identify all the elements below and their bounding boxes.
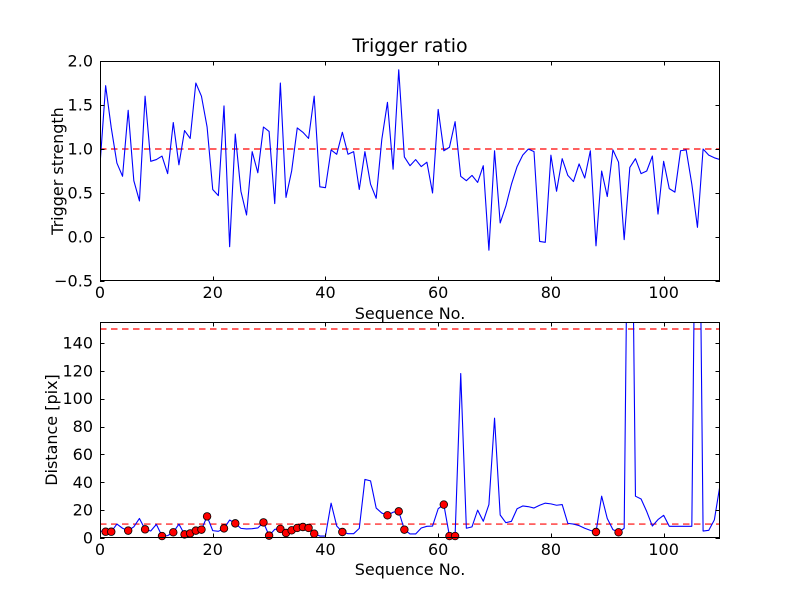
bottom-y-tick-label: 0 — [83, 529, 93, 548]
top-x-tick-label: 80 — [541, 283, 561, 302]
bottom-marker-point — [309, 529, 319, 538]
bottom-marker-point — [157, 531, 167, 541]
bottom-y-tick-label: 40 — [73, 473, 93, 492]
bottom-y-tick-label: 80 — [73, 417, 93, 436]
bottom-marker-point — [219, 524, 229, 533]
bottom-y-tick-label: 140 — [62, 333, 93, 352]
top-x-tick-label: 20 — [203, 283, 223, 302]
bottom-marker-point — [169, 528, 178, 537]
chart-title: Trigger ratio — [352, 35, 468, 57]
bottom-axes-frame — [100, 322, 720, 538]
top-y-tick-label: 1.5 — [68, 96, 93, 115]
top-y-tick-label: 1.0 — [68, 140, 93, 159]
bottom-x-tick-label: 40 — [315, 540, 335, 559]
top-axes-frame — [100, 61, 720, 281]
top-x-tick-label: 0 — [95, 283, 105, 302]
bottom-y-tick-label: 60 — [73, 445, 93, 464]
bottom-y-tick-label: 120 — [62, 361, 93, 380]
bottom-y-axis-label: Distance [pix] — [42, 374, 61, 486]
bottom-x-tick-label: 60 — [428, 540, 448, 559]
bottom-x-tick-label: 0 — [95, 540, 105, 559]
top-x-tick-label: 40 — [315, 283, 335, 302]
top-y-tick-label: 0.0 — [68, 228, 93, 247]
bottom-marker-point — [450, 531, 460, 541]
bottom-y-tick-label: 100 — [62, 389, 93, 408]
bottom-marker-point — [107, 527, 116, 536]
bottom-marker-point — [400, 525, 409, 534]
bottom-series-line — [100, 322, 720, 537]
bottom-marker-point — [259, 518, 268, 527]
bottom-marker-point — [383, 511, 392, 520]
bottom-marker-point — [439, 500, 449, 509]
bottom-y-tick-label: 20 — [73, 501, 93, 520]
top-x-tick-label: 100 — [648, 283, 679, 302]
bottom-marker-point — [338, 527, 347, 537]
top-series-line — [100, 69, 720, 251]
top-y-tick-label: 2.0 — [68, 52, 93, 71]
bottom-marker-point — [394, 507, 403, 516]
bottom-x-tick-label: 80 — [541, 540, 561, 559]
bottom-marker-point — [231, 519, 240, 528]
top-y-axis-label: Trigger strength — [48, 107, 67, 235]
top-y-tick-label: −0.5 — [54, 272, 93, 291]
bottom-marker-point — [140, 525, 150, 534]
bottom-marker-point — [614, 528, 623, 537]
bottom-marker-point — [264, 531, 274, 540]
top-x-axis-label: Sequence No. — [354, 304, 466, 323]
bottom-marker-point — [276, 524, 285, 534]
bottom-marker-point — [197, 525, 206, 534]
top-x-tick-label: 60 — [428, 283, 448, 302]
bottom-x-tick-label: 20 — [203, 540, 223, 559]
top-y-tick-label: 0.5 — [68, 184, 93, 203]
bottom-marker-point — [591, 527, 601, 537]
bottom-x-tick-label: 100 — [648, 540, 679, 559]
bottom-marker-point — [304, 523, 313, 533]
bottom-marker-point — [202, 512, 212, 521]
bottom-marker-point — [123, 526, 133, 535]
bottom-x-axis-label: Sequence No. — [354, 560, 466, 579]
